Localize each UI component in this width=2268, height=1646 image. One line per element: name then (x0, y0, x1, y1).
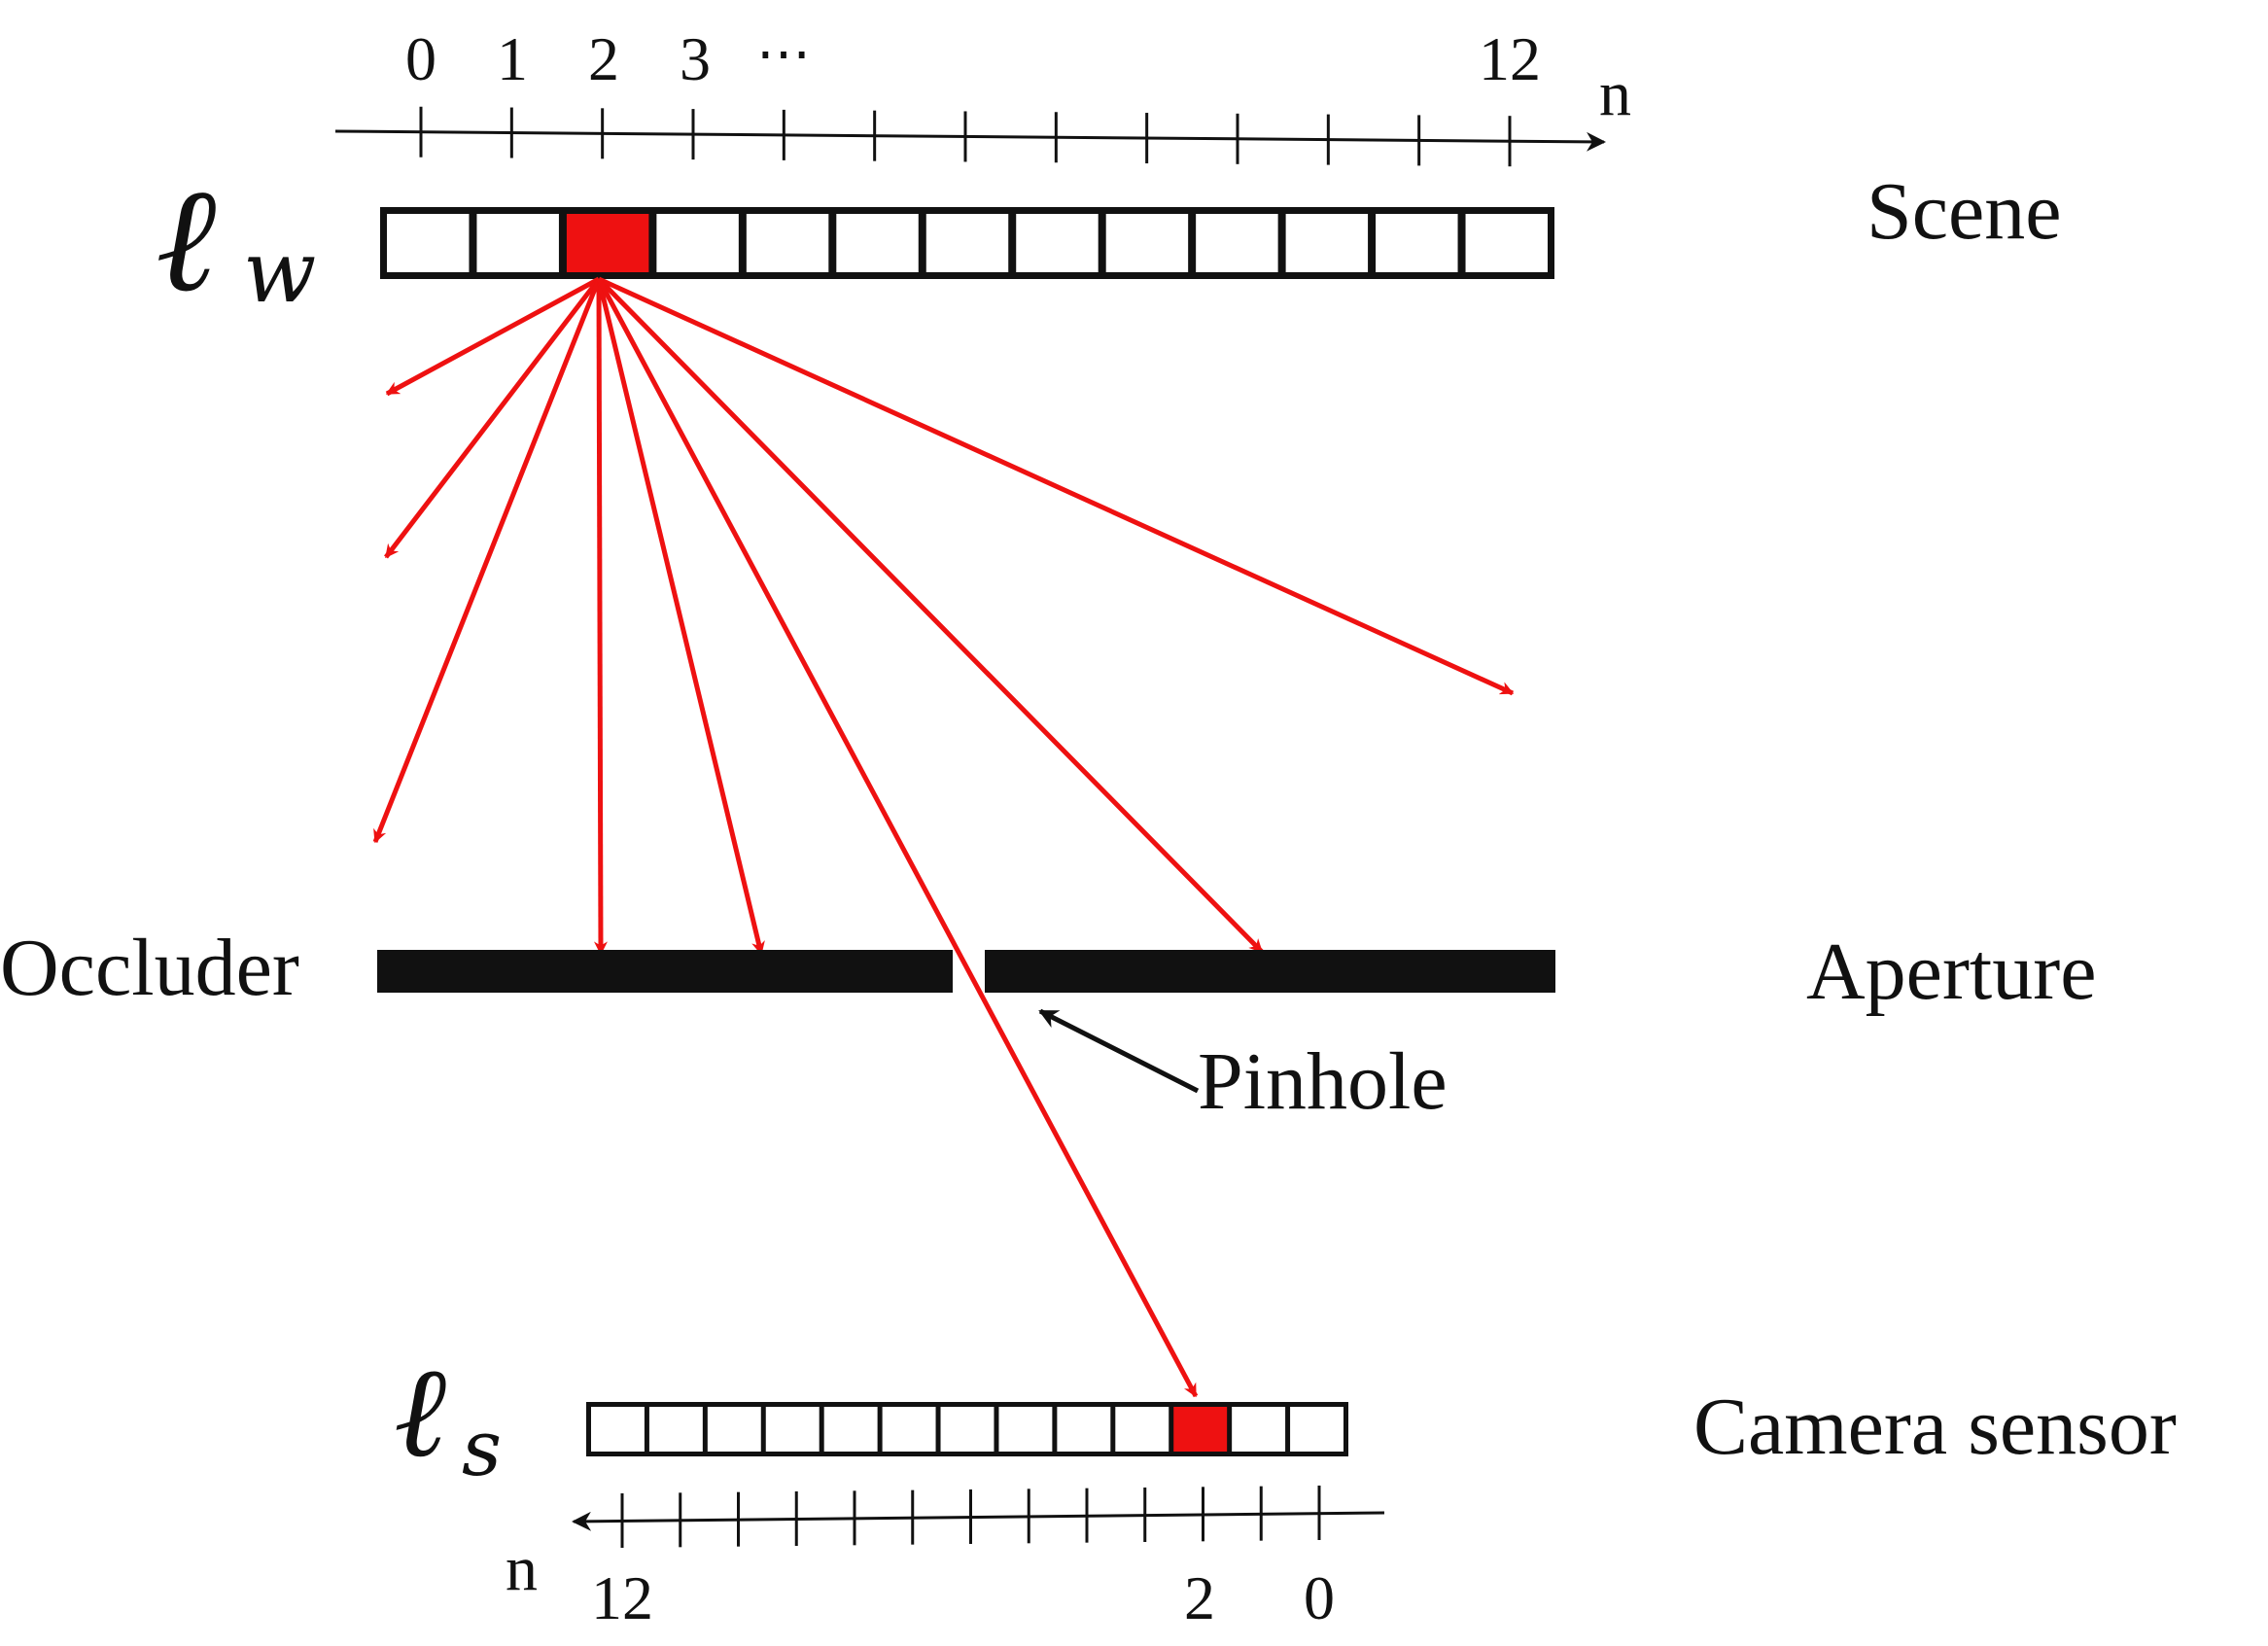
scene-symbol-subscript: w (243, 222, 316, 322)
sensor-tick-label-12: 12 (591, 1563, 653, 1632)
occluder (377, 950, 1555, 993)
sensor-tick-label-0: 0 (1304, 1563, 1335, 1632)
sensor-pixel (882, 1407, 936, 1452)
scene-symbol: ℓ (156, 156, 216, 325)
scene-pixel (656, 214, 739, 272)
scene-pixel (1105, 214, 1189, 272)
scene-pixel (387, 214, 470, 272)
sensor-pixel (648, 1407, 703, 1452)
sensor-symbol: ℓ (394, 1338, 446, 1486)
sensor-pixel (998, 1407, 1053, 1452)
sensor-pixel-row (586, 1402, 1348, 1456)
ray-5 (596, 278, 765, 956)
sensor-pixel-highlighted (1173, 1407, 1228, 1452)
ray-4 (593, 278, 608, 956)
sensor-pixel (1057, 1407, 1111, 1452)
scene-pixel-highlighted (566, 214, 649, 272)
scene-pixel-row (380, 207, 1554, 279)
ray-through-pinhole (596, 277, 1199, 1398)
occluder-left-bar (377, 950, 953, 993)
scene-pixel (1285, 214, 1369, 272)
scene-cells (387, 214, 1548, 272)
scene-pixel (1376, 214, 1458, 272)
pinhole-pointer-arrow (1038, 1008, 1200, 1094)
light-rays (372, 276, 1515, 1398)
scene-tick-label-2: 2 (588, 24, 619, 93)
sensor-pixel (1115, 1407, 1169, 1452)
scene-pixel (746, 214, 829, 272)
scene-pixel (1465, 214, 1548, 272)
sensor-cells (591, 1407, 1343, 1452)
ray-6 (597, 277, 1264, 954)
scene-axis-ticks (419, 106, 1512, 167)
sensor-pixel (823, 1407, 878, 1452)
sensor-pixel (707, 1407, 761, 1452)
sensor-symbol-subscript: s (462, 1403, 502, 1493)
scene-axis-line (334, 129, 1606, 152)
ray-7 (597, 276, 1515, 696)
ray-3 (372, 278, 602, 844)
occluder-label: Occluder (0, 923, 299, 1013)
scene-tick-label-1: 1 (497, 24, 528, 93)
sensor-pixel (940, 1407, 994, 1452)
scene-pixel (836, 214, 919, 272)
sensor-tick-label-2: 2 (1184, 1563, 1215, 1632)
sensor-axis-ticks (620, 1486, 1321, 1548)
ray-2 (384, 277, 601, 559)
scene-tick-label-ellipsis: ⋯ (756, 24, 811, 85)
scene-pixel (1196, 214, 1278, 272)
sensor-axis-label: n (506, 1533, 538, 1604)
pinhole-label: Pinhole (1198, 1036, 1448, 1127)
scene-pixel (925, 214, 1009, 272)
scene-tick-label-12: 12 (1479, 24, 1541, 93)
ray-1 (385, 276, 601, 397)
scene-pixel (1016, 214, 1099, 272)
sensor-axis: n 12 2 0 (506, 1486, 1385, 1632)
scene-axis-label: n (1599, 58, 1631, 129)
sensor-pixel (1232, 1407, 1286, 1452)
sensor-pixel (765, 1407, 820, 1452)
sensor-axis-line (572, 1511, 1385, 1531)
scene-axis: n 0 1 2 3 ⋯ 12 (334, 24, 1631, 167)
occluder-right-bar (985, 950, 1555, 993)
sensor-label: Camera sensor (1693, 1382, 2177, 1472)
scene-label: Scene (1867, 166, 2062, 257)
scene-tick-label-3: 3 (680, 24, 711, 93)
aperture-label: Aperture (1806, 927, 2097, 1017)
scene-pixel (476, 214, 559, 272)
scene-tick-label-0: 0 (405, 24, 436, 93)
sensor-pixel (591, 1407, 645, 1452)
sensor-pixel (1290, 1407, 1343, 1452)
